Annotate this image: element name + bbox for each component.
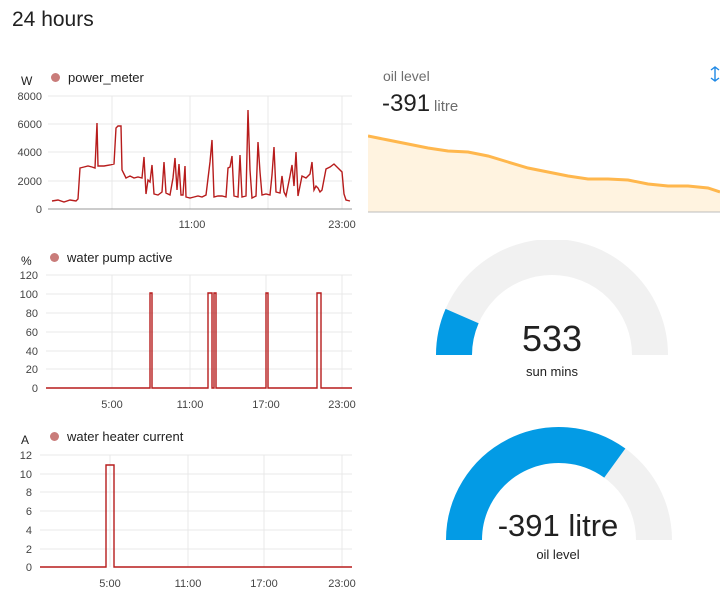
pump-ytick: 120 <box>20 270 38 282</box>
heater-xtick: 11:00 <box>175 578 202 590</box>
power-meter-card[interactable]: W power_meter <box>0 60 360 240</box>
heater-ytick: 2 <box>26 544 32 556</box>
water-heater-chart[interactable]: 12 10 8 6 4 2 0 5:00 11:00 17:00 23:00 <box>0 445 360 595</box>
pump-xtick: 17:00 <box>252 399 280 411</box>
heater-grid <box>40 454 352 567</box>
legend-dot-icon <box>50 432 59 441</box>
sun-gauge-value: 533 <box>521 318 583 359</box>
pump-ytick: 40 <box>26 346 38 358</box>
heater-ytick: 12 <box>20 450 32 462</box>
sun-gauge-track <box>436 240 668 356</box>
sun-gauge-fill <box>436 308 479 356</box>
pump-grid <box>46 274 352 388</box>
expand-icon[interactable] <box>710 66 720 84</box>
sun-mins-gauge[interactable] <box>432 240 672 370</box>
heater-xtick: 5:00 <box>99 578 120 590</box>
pump-ytick: 0 <box>32 383 38 395</box>
oil-sensor-unit: litre <box>434 98 459 115</box>
heater-legend[interactable]: water heater current <box>50 429 183 444</box>
pump-ytick: 100 <box>20 289 38 301</box>
power-ytick: 6000 <box>18 119 42 131</box>
pump-unit: % <box>21 254 32 268</box>
sun-gauge-label: sun mins <box>525 364 579 379</box>
power-meter-chart[interactable]: 8000 6000 4000 2000 0 11:00 23:00 <box>0 60 360 240</box>
power-legend-label: power_meter <box>68 70 144 85</box>
pump-ytick: 20 <box>26 364 38 376</box>
heater-ytick: 8 <box>26 487 32 499</box>
oil-gauge-label: oil level <box>536 547 580 562</box>
oil-level-area <box>368 136 720 212</box>
oil-level-gauge[interactable] <box>434 422 684 557</box>
heater-ytick: 4 <box>26 525 32 537</box>
pump-xtick: 5:00 <box>101 399 122 411</box>
power-unit: W <box>21 74 33 88</box>
pump-legend[interactable]: water pump active <box>50 250 173 265</box>
power-ytick: 8000 <box>18 91 42 103</box>
oil-sensor-number: -391 <box>382 90 431 117</box>
water-heater-line <box>40 464 352 568</box>
heater-xtick: 17:00 <box>250 578 278 590</box>
power-ytick: 2000 <box>18 176 42 188</box>
pump-legend-label: water pump active <box>67 250 173 265</box>
power-grid <box>48 95 352 209</box>
oil-gauge-fill <box>446 427 626 541</box>
heater-ytick: 0 <box>26 562 32 574</box>
heater-legend-label: water heater current <box>67 429 184 444</box>
pump-xtick: 11:00 <box>177 399 204 411</box>
legend-dot-icon <box>51 73 60 82</box>
oil-level-line <box>368 134 720 194</box>
oil-gauge-value: -391 litre <box>497 508 619 543</box>
heater-ytick: 6 <box>26 506 32 518</box>
page-title: 24 hours <box>12 8 94 31</box>
power-ytick: 4000 <box>18 147 42 159</box>
legend-dot-icon <box>50 253 59 262</box>
pump-ytick: 60 <box>26 327 38 339</box>
oil-level-area-chart[interactable] <box>368 126 720 226</box>
oil-sensor-value: -391 litre <box>382 90 458 118</box>
heater-ytick: 10 <box>20 469 32 481</box>
pump-ytick: 80 <box>26 308 38 320</box>
water-pump-line <box>46 292 352 389</box>
water-pump-chart[interactable]: 120 100 80 60 40 20 0 5:00 11:00 17:00 2… <box>0 265 360 435</box>
power-legend[interactable]: power_meter <box>51 70 144 85</box>
heater-xtick: 23:00 <box>328 578 356 590</box>
power-xtick: 23:00 <box>328 219 356 231</box>
heater-unit: A <box>21 433 30 447</box>
oil-sensor-name: oil level <box>383 68 430 84</box>
power-xtick: 11:00 <box>179 219 206 231</box>
pump-xtick: 23:00 <box>328 399 356 411</box>
power-ytick: 0 <box>36 204 42 216</box>
power-meter-line <box>51 109 351 203</box>
